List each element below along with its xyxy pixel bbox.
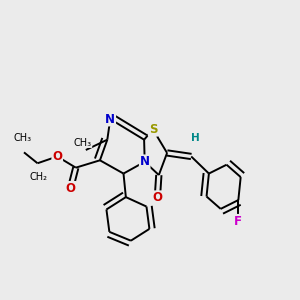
Text: N: N [105, 112, 115, 126]
Text: O: O [65, 182, 76, 195]
Text: CH₂: CH₂ [30, 172, 48, 182]
Text: F: F [234, 215, 242, 228]
Text: CH₃: CH₃ [74, 138, 92, 148]
Text: CH₃: CH₃ [14, 133, 32, 143]
Text: S: S [149, 123, 157, 136]
Text: O: O [52, 150, 62, 163]
Text: N: N [140, 155, 150, 168]
Text: O: O [152, 191, 162, 204]
Text: H: H [191, 133, 200, 143]
